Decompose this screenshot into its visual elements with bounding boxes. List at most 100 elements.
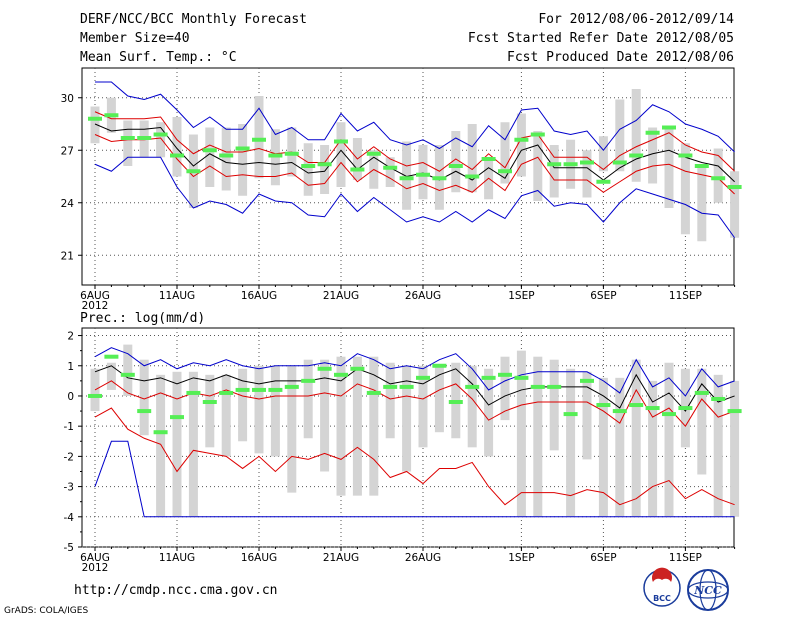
forecast-box — [402, 141, 412, 210]
observation-mark — [448, 164, 463, 168]
y-tick-label: 30 — [61, 93, 74, 105]
forecast-box — [582, 150, 592, 198]
observation-mark — [202, 400, 217, 405]
forecast-box — [566, 368, 576, 517]
forecast-box — [582, 371, 592, 460]
y-tick-label: -2 — [64, 451, 74, 463]
forecast-box — [320, 359, 330, 472]
y-tick-label: 21 — [61, 250, 74, 262]
ncc-logo-meridian-icon — [699, 569, 717, 611]
observation-mark — [596, 403, 611, 408]
observation-mark — [284, 151, 299, 156]
y-tick-label: -4 — [64, 512, 75, 524]
forecast-box — [287, 365, 297, 493]
observation-mark — [350, 366, 365, 371]
ncc-logo: NCC — [687, 569, 729, 611]
forecast-box — [402, 365, 412, 472]
temperature-lines — [94, 81, 736, 239]
forecast-box — [615, 99, 625, 172]
precip-lines — [94, 347, 735, 518]
forecast-box — [680, 143, 690, 235]
observation-mark — [399, 384, 414, 389]
observation-mark — [416, 172, 430, 177]
x-tick-label: 16AUG — [241, 552, 277, 564]
bcc-logo: BCC — [643, 567, 681, 607]
forecast-box — [713, 374, 723, 517]
observation-mark — [334, 139, 348, 144]
header-start-date: Fcst Started Refer Date 2012/08/05 — [468, 31, 734, 46]
forecast-box — [549, 359, 559, 451]
x-tick-label: 26AUG — [405, 290, 441, 302]
x-tick-label: 6SEP — [590, 552, 616, 564]
observation-mark — [662, 412, 676, 417]
forecast-box — [500, 356, 510, 421]
forecast-box — [598, 136, 608, 172]
header-produced-date: Fcst Produced Date 2012/08/06 — [507, 50, 734, 65]
x-tick-label: 16AUG — [241, 290, 277, 302]
observation-mark — [547, 162, 562, 167]
forecast-box — [123, 344, 133, 396]
observation-mark — [432, 176, 447, 181]
observation-mark — [563, 412, 578, 417]
x-tick-label: 6SEP — [590, 290, 616, 302]
forecast-box — [336, 356, 346, 496]
forecast-box — [172, 371, 182, 517]
forecast-box — [172, 117, 182, 177]
forecast-box — [598, 377, 608, 517]
forecast-box — [156, 374, 166, 517]
forecast-box — [156, 122, 166, 158]
forecast-box — [385, 362, 395, 439]
observation-mark — [235, 387, 250, 392]
observation-mark — [104, 113, 119, 118]
y-tick-label: 24 — [61, 198, 75, 210]
observation-mark — [350, 167, 365, 172]
source-url[interactable]: http://cmdp.ncc.cma.gov.cn — [74, 583, 278, 598]
observation-mark — [186, 169, 201, 174]
forecast-box — [615, 377, 625, 517]
x-tick-label: 26AUG — [405, 552, 441, 564]
observation-mark — [104, 354, 119, 359]
observation-mark — [596, 179, 611, 184]
observation-mark — [252, 137, 266, 142]
observation-mark — [530, 132, 545, 137]
observation-mark — [202, 148, 217, 153]
y-tick-label: -3 — [64, 482, 74, 494]
x-tick-year: 2012 — [82, 300, 109, 312]
ncc-logo-text: NCC — [693, 584, 722, 597]
forecast-box — [697, 368, 707, 475]
observation-mark — [448, 400, 463, 405]
envelope-upper-line — [94, 347, 735, 397]
observation-mark — [547, 384, 562, 389]
observation-mark — [137, 136, 152, 140]
y-tick-label: -1 — [64, 421, 74, 433]
observation-mark — [366, 151, 381, 156]
x-tick-label: 6AUG — [80, 552, 110, 564]
observation-mark — [416, 375, 430, 380]
observation-mark — [268, 387, 283, 392]
x-tick-label: 11AUG — [159, 290, 195, 302]
x-tick-label: 11SEP — [669, 552, 702, 564]
temperature-boxes — [90, 89, 740, 242]
envelope-lower-line — [94, 440, 735, 518]
band-lower-line — [94, 134, 735, 195]
header-period: For 2012/08/06-2012/09/14 — [538, 12, 734, 27]
observation-mark — [727, 409, 742, 414]
observation-mark — [514, 137, 529, 142]
forecast-box — [188, 371, 198, 517]
forecast-box — [631, 359, 641, 517]
observation-mark — [235, 146, 250, 151]
bcc-logo-swirl-icon — [652, 567, 672, 582]
observation-mark — [612, 160, 627, 165]
forecast-box — [648, 380, 658, 517]
forecast-box — [139, 359, 149, 436]
y-tick-label: 2 — [67, 331, 74, 343]
x-tick-label: 1SEP — [508, 552, 534, 564]
forecast-box — [467, 124, 477, 193]
observation-mark — [268, 153, 283, 158]
x-tick-label: 6AUG — [80, 290, 110, 302]
observation-mark — [678, 406, 693, 411]
observation-mark — [465, 174, 480, 179]
forecast-box — [320, 145, 330, 194]
observation-mark — [120, 136, 135, 140]
